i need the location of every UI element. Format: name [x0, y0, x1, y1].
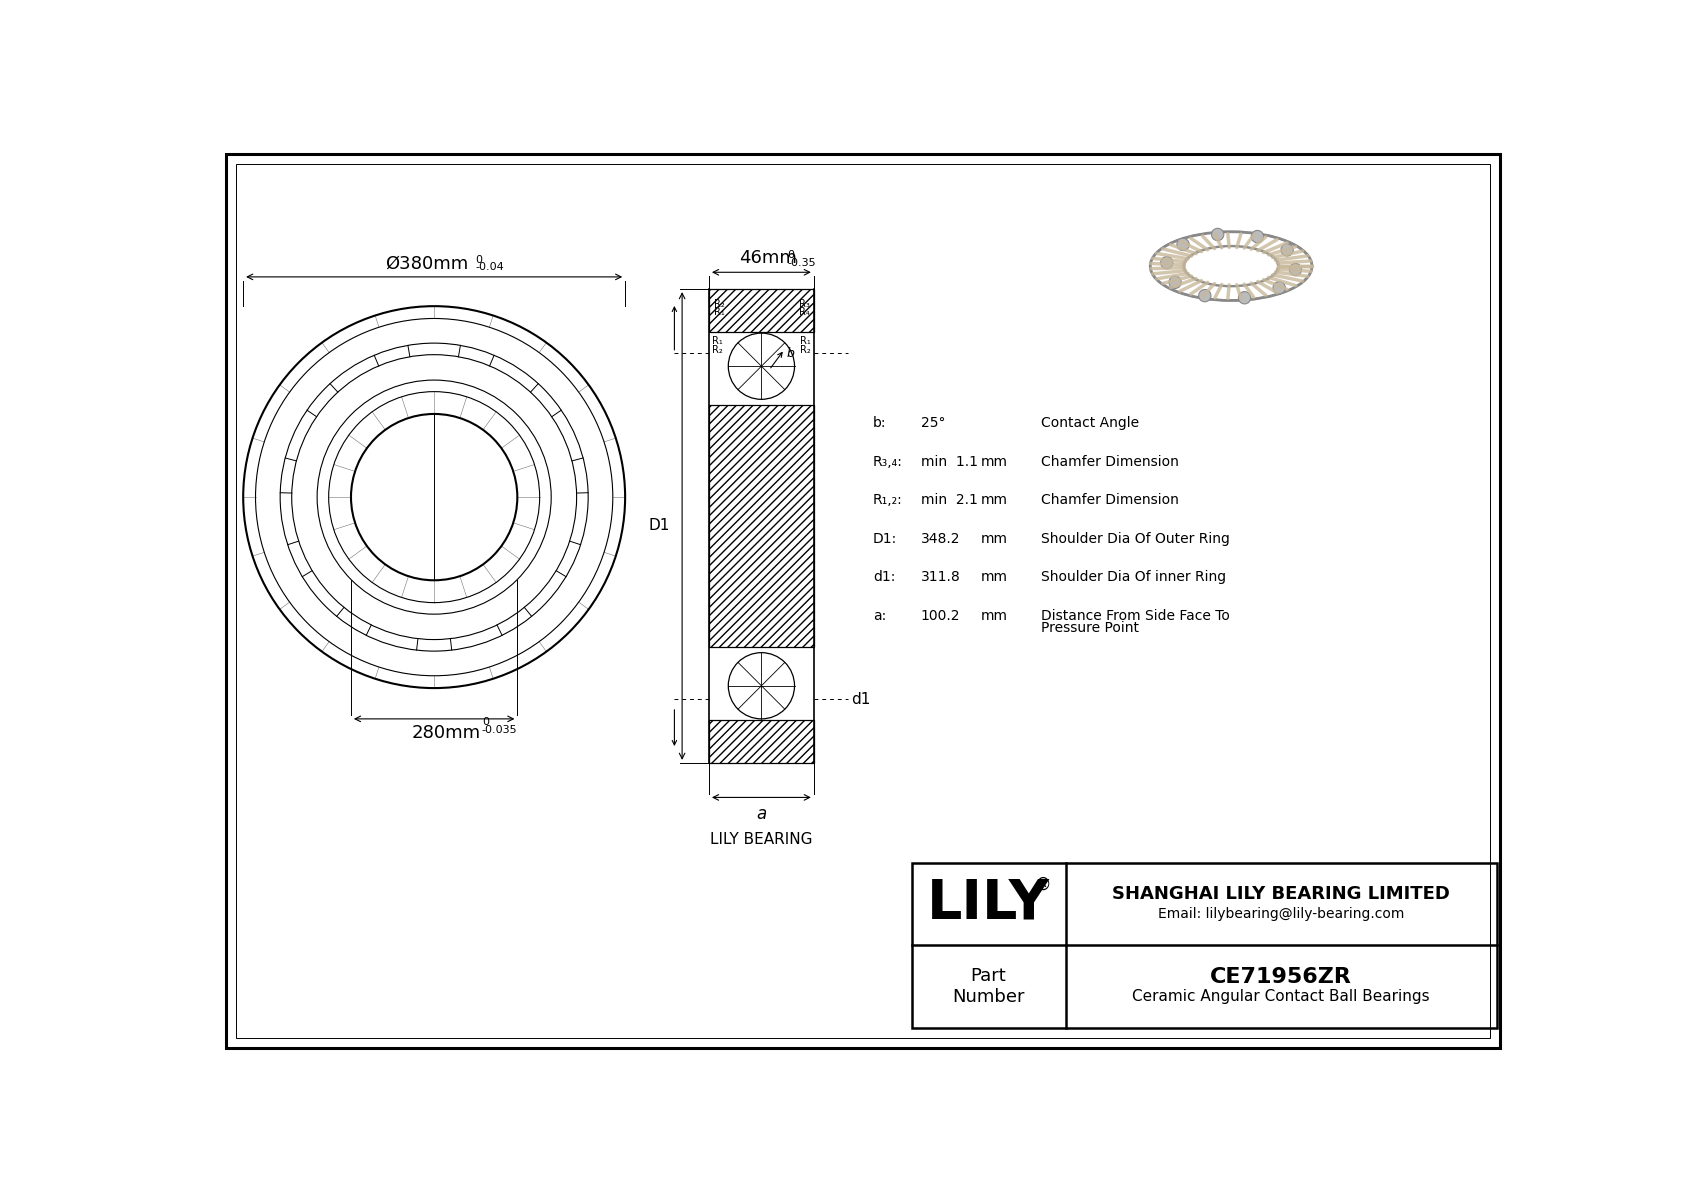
Text: R₂: R₂: [800, 344, 810, 355]
Text: 25°: 25°: [921, 417, 945, 430]
Text: D1: D1: [648, 518, 670, 534]
Text: d1:: d1:: [872, 570, 896, 585]
Circle shape: [1290, 263, 1302, 275]
Text: 0: 0: [482, 717, 488, 728]
Text: -0.35: -0.35: [788, 257, 817, 268]
Text: R₃: R₃: [798, 299, 810, 310]
Text: b:: b:: [872, 417, 886, 430]
Text: min  2.1: min 2.1: [921, 493, 978, 507]
Circle shape: [1211, 229, 1224, 241]
Text: R₁,₂:: R₁,₂:: [872, 493, 903, 507]
Text: d1: d1: [850, 692, 871, 706]
Text: a: a: [756, 805, 766, 823]
Text: -0.04: -0.04: [475, 262, 504, 273]
Text: mm: mm: [980, 531, 1007, 545]
Text: 0: 0: [475, 255, 482, 266]
Text: -0.035: -0.035: [482, 725, 517, 735]
Text: 280mm: 280mm: [411, 723, 480, 742]
Circle shape: [1282, 244, 1293, 256]
Text: Shoulder Dia Of inner Ring: Shoulder Dia Of inner Ring: [1041, 570, 1226, 585]
Text: a:: a:: [872, 609, 886, 623]
Text: Distance From Side Face To: Distance From Side Face To: [1041, 609, 1229, 623]
Text: Ø380mm: Ø380mm: [386, 255, 468, 273]
Text: mm: mm: [980, 493, 1007, 507]
Text: R₁: R₁: [714, 307, 724, 317]
Text: Part
Number: Part Number: [953, 967, 1026, 1006]
Text: CE71956ZR: CE71956ZR: [1211, 967, 1352, 987]
Circle shape: [1238, 292, 1251, 304]
Circle shape: [1273, 281, 1285, 294]
Bar: [911, 862, 1497, 1028]
Text: Chamfer Dimension: Chamfer Dimension: [1041, 455, 1179, 469]
Polygon shape: [709, 405, 813, 647]
Text: b: b: [786, 347, 795, 360]
Text: 0: 0: [788, 250, 795, 260]
Text: R₂: R₂: [712, 344, 722, 355]
Circle shape: [1177, 238, 1189, 250]
Text: R₁: R₁: [800, 336, 810, 347]
Text: mm: mm: [980, 455, 1007, 469]
Text: mm: mm: [980, 609, 1007, 623]
Text: mm: mm: [980, 570, 1007, 585]
Circle shape: [1160, 256, 1174, 269]
Text: Email: lilybearing@lily-bearing.com: Email: lilybearing@lily-bearing.com: [1159, 906, 1404, 921]
Text: Contact Angle: Contact Angle: [1041, 417, 1138, 430]
Polygon shape: [709, 289, 813, 331]
Text: R₄: R₄: [800, 307, 810, 317]
Text: D1:: D1:: [872, 531, 898, 545]
Text: LILY BEARING: LILY BEARING: [711, 833, 813, 847]
Circle shape: [1199, 289, 1211, 301]
Text: Chamfer Dimension: Chamfer Dimension: [1041, 493, 1179, 507]
Text: ®: ®: [1034, 877, 1051, 894]
Text: 348.2: 348.2: [921, 531, 960, 545]
Text: Pressure Point: Pressure Point: [1041, 621, 1138, 635]
Text: Shoulder Dia Of Outer Ring: Shoulder Dia Of Outer Ring: [1041, 531, 1229, 545]
Circle shape: [1169, 276, 1180, 288]
Text: min  1.1: min 1.1: [921, 455, 978, 469]
Text: SHANGHAI LILY BEARING LIMITED: SHANGHAI LILY BEARING LIMITED: [1111, 885, 1450, 903]
Text: R₂: R₂: [714, 299, 724, 310]
Text: LILY: LILY: [928, 877, 1051, 930]
Text: 46mm: 46mm: [739, 249, 797, 267]
Text: R₃,₄:: R₃,₄:: [872, 455, 903, 469]
Circle shape: [1251, 230, 1263, 243]
Text: 311.8: 311.8: [921, 570, 960, 585]
Text: R₁: R₁: [712, 336, 722, 347]
Polygon shape: [709, 721, 813, 762]
Text: 100.2: 100.2: [921, 609, 960, 623]
Text: Ceramic Angular Contact Ball Bearings: Ceramic Angular Contact Ball Bearings: [1132, 990, 1430, 1004]
